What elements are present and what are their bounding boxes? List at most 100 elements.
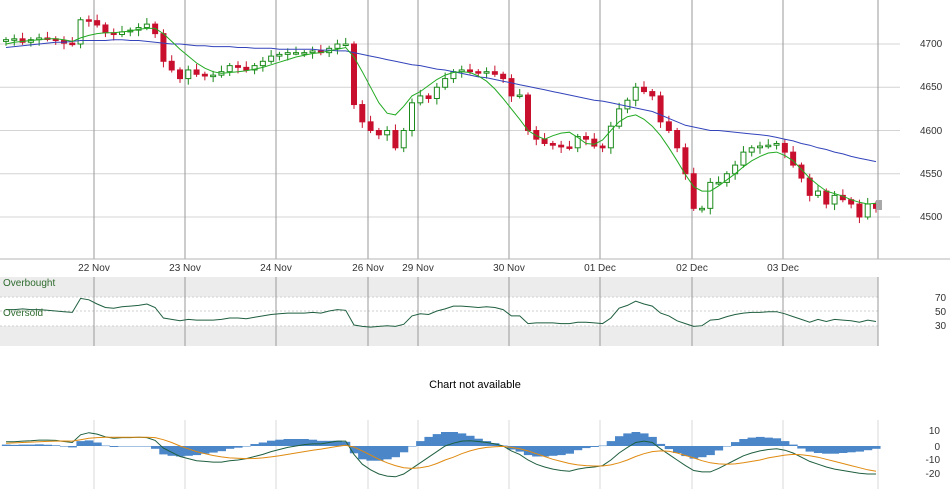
histogram-bar	[697, 446, 707, 458]
y-tick-label: 4600	[920, 126, 943, 137]
bullish-candle	[773, 142, 780, 146]
histogram-bar	[615, 436, 624, 446]
histogram-bar	[755, 436, 765, 446]
bullish-candle	[831, 194, 838, 205]
bullish-candle	[516, 94, 523, 98]
bullish-candle	[765, 144, 772, 148]
bearish-candle	[425, 95, 432, 99]
histogram-bar	[349, 446, 359, 454]
histogram-bar	[341, 441, 351, 446]
histogram-bar	[639, 433, 649, 446]
bullish-candle	[740, 151, 747, 166]
macd-tick-label: -20	[926, 469, 941, 480]
bearish-candle	[566, 146, 573, 149]
bullish-candle	[748, 147, 755, 153]
signal-line	[5, 436, 877, 472]
bearish-candle	[375, 130, 382, 136]
histogram-bar	[217, 446, 226, 452]
bearish-candle	[94, 20, 101, 26]
x-tick-label: 29 Nov	[402, 263, 434, 274]
bearish-candle	[823, 190, 830, 205]
histogram-bar	[863, 446, 873, 451]
histogram-bar	[598, 445, 608, 447]
histogram-bar	[93, 442, 102, 446]
histogram-bar	[656, 443, 666, 446]
macd-line	[6, 432, 876, 478]
bullish-candle	[143, 23, 150, 29]
histogram-bar	[366, 446, 376, 461]
histogram-bar	[457, 433, 467, 446]
bearish-candle	[599, 145, 606, 149]
overbought-label: Overbought	[3, 278, 55, 289]
histogram-bar	[813, 446, 823, 453]
histogram-bar	[565, 446, 574, 454]
histogram-bar	[548, 446, 558, 456]
histogram-bar	[805, 446, 815, 452]
histogram-bar	[151, 446, 160, 449]
macd-tick-label: -10	[926, 455, 941, 466]
histogram-bar	[789, 444, 798, 446]
bearish-candle	[525, 94, 531, 132]
histogram-bar	[142, 446, 152, 447]
oversold-label: Oversold	[3, 308, 43, 319]
bullish-candle	[632, 86, 639, 101]
bearish-candle	[168, 60, 175, 71]
bearish-candle	[682, 147, 689, 175]
histogram-bar	[441, 432, 450, 446]
histogram-bar	[308, 439, 318, 446]
bearish-candle	[243, 66, 250, 71]
histogram-bar	[209, 446, 218, 453]
histogram-bar	[26, 444, 36, 446]
bearish-candle	[856, 203, 863, 218]
histogram-bar	[126, 446, 135, 447]
overbought-band	[0, 277, 878, 297]
bullish-candle	[11, 38, 18, 41]
bullish-candle	[400, 130, 407, 149]
histogram-bar	[673, 446, 682, 453]
date-x-axis: 22 Nov 23 Nov 24 Nov 26 Nov 29 Nov 30 No…	[78, 263, 799, 274]
bearish-candle	[649, 91, 656, 97]
bearish-candle	[177, 69, 183, 80]
histogram-bar	[267, 440, 276, 446]
bearish-candle	[558, 144, 565, 148]
histogram-bar	[225, 446, 235, 449]
histogram-bar	[233, 446, 243, 448]
bullish-candle	[185, 69, 192, 80]
histogram-bar	[706, 446, 715, 456]
histogram-bar	[242, 446, 251, 447]
histogram-bar	[325, 440, 334, 446]
bullish-candle	[342, 43, 349, 46]
bearish-candle	[367, 121, 374, 131]
bearish-candle	[541, 138, 548, 144]
histogram-bar	[780, 441, 790, 446]
histogram-bar	[175, 446, 185, 457]
histogram-bar	[43, 444, 52, 446]
histogram-bar	[18, 444, 28, 446]
histogram-bar	[581, 446, 591, 449]
histogram-bar	[557, 446, 566, 456]
bullish-candle	[284, 52, 291, 55]
histogram-bar	[847, 446, 856, 453]
x-tick-label: 30 Nov	[493, 263, 525, 274]
bullish-candle	[864, 203, 871, 218]
histogram-bar	[573, 446, 583, 451]
macd-vertical-grid	[93, 420, 879, 489]
bearish-candle	[19, 38, 26, 43]
bullish-candle	[757, 145, 763, 149]
histogram-bar	[532, 446, 541, 457]
histogram-bar	[283, 439, 293, 446]
histogram-bar	[84, 440, 94, 446]
bullish-candle	[483, 71, 490, 74]
bullish-candle	[624, 99, 631, 110]
short-moving-average-line	[5, 27, 877, 205]
histogram-bar	[68, 446, 77, 448]
histogram-bar	[432, 434, 442, 446]
bearish-candle	[500, 73, 507, 80]
macd-panel: 10 0 -10 -20	[1, 420, 941, 489]
bearish-candle	[690, 173, 697, 209]
bullish-candle	[309, 50, 316, 54]
histogram-bar	[192, 446, 202, 456]
bullish-candle	[715, 181, 722, 185]
histogram-bar	[291, 439, 301, 446]
